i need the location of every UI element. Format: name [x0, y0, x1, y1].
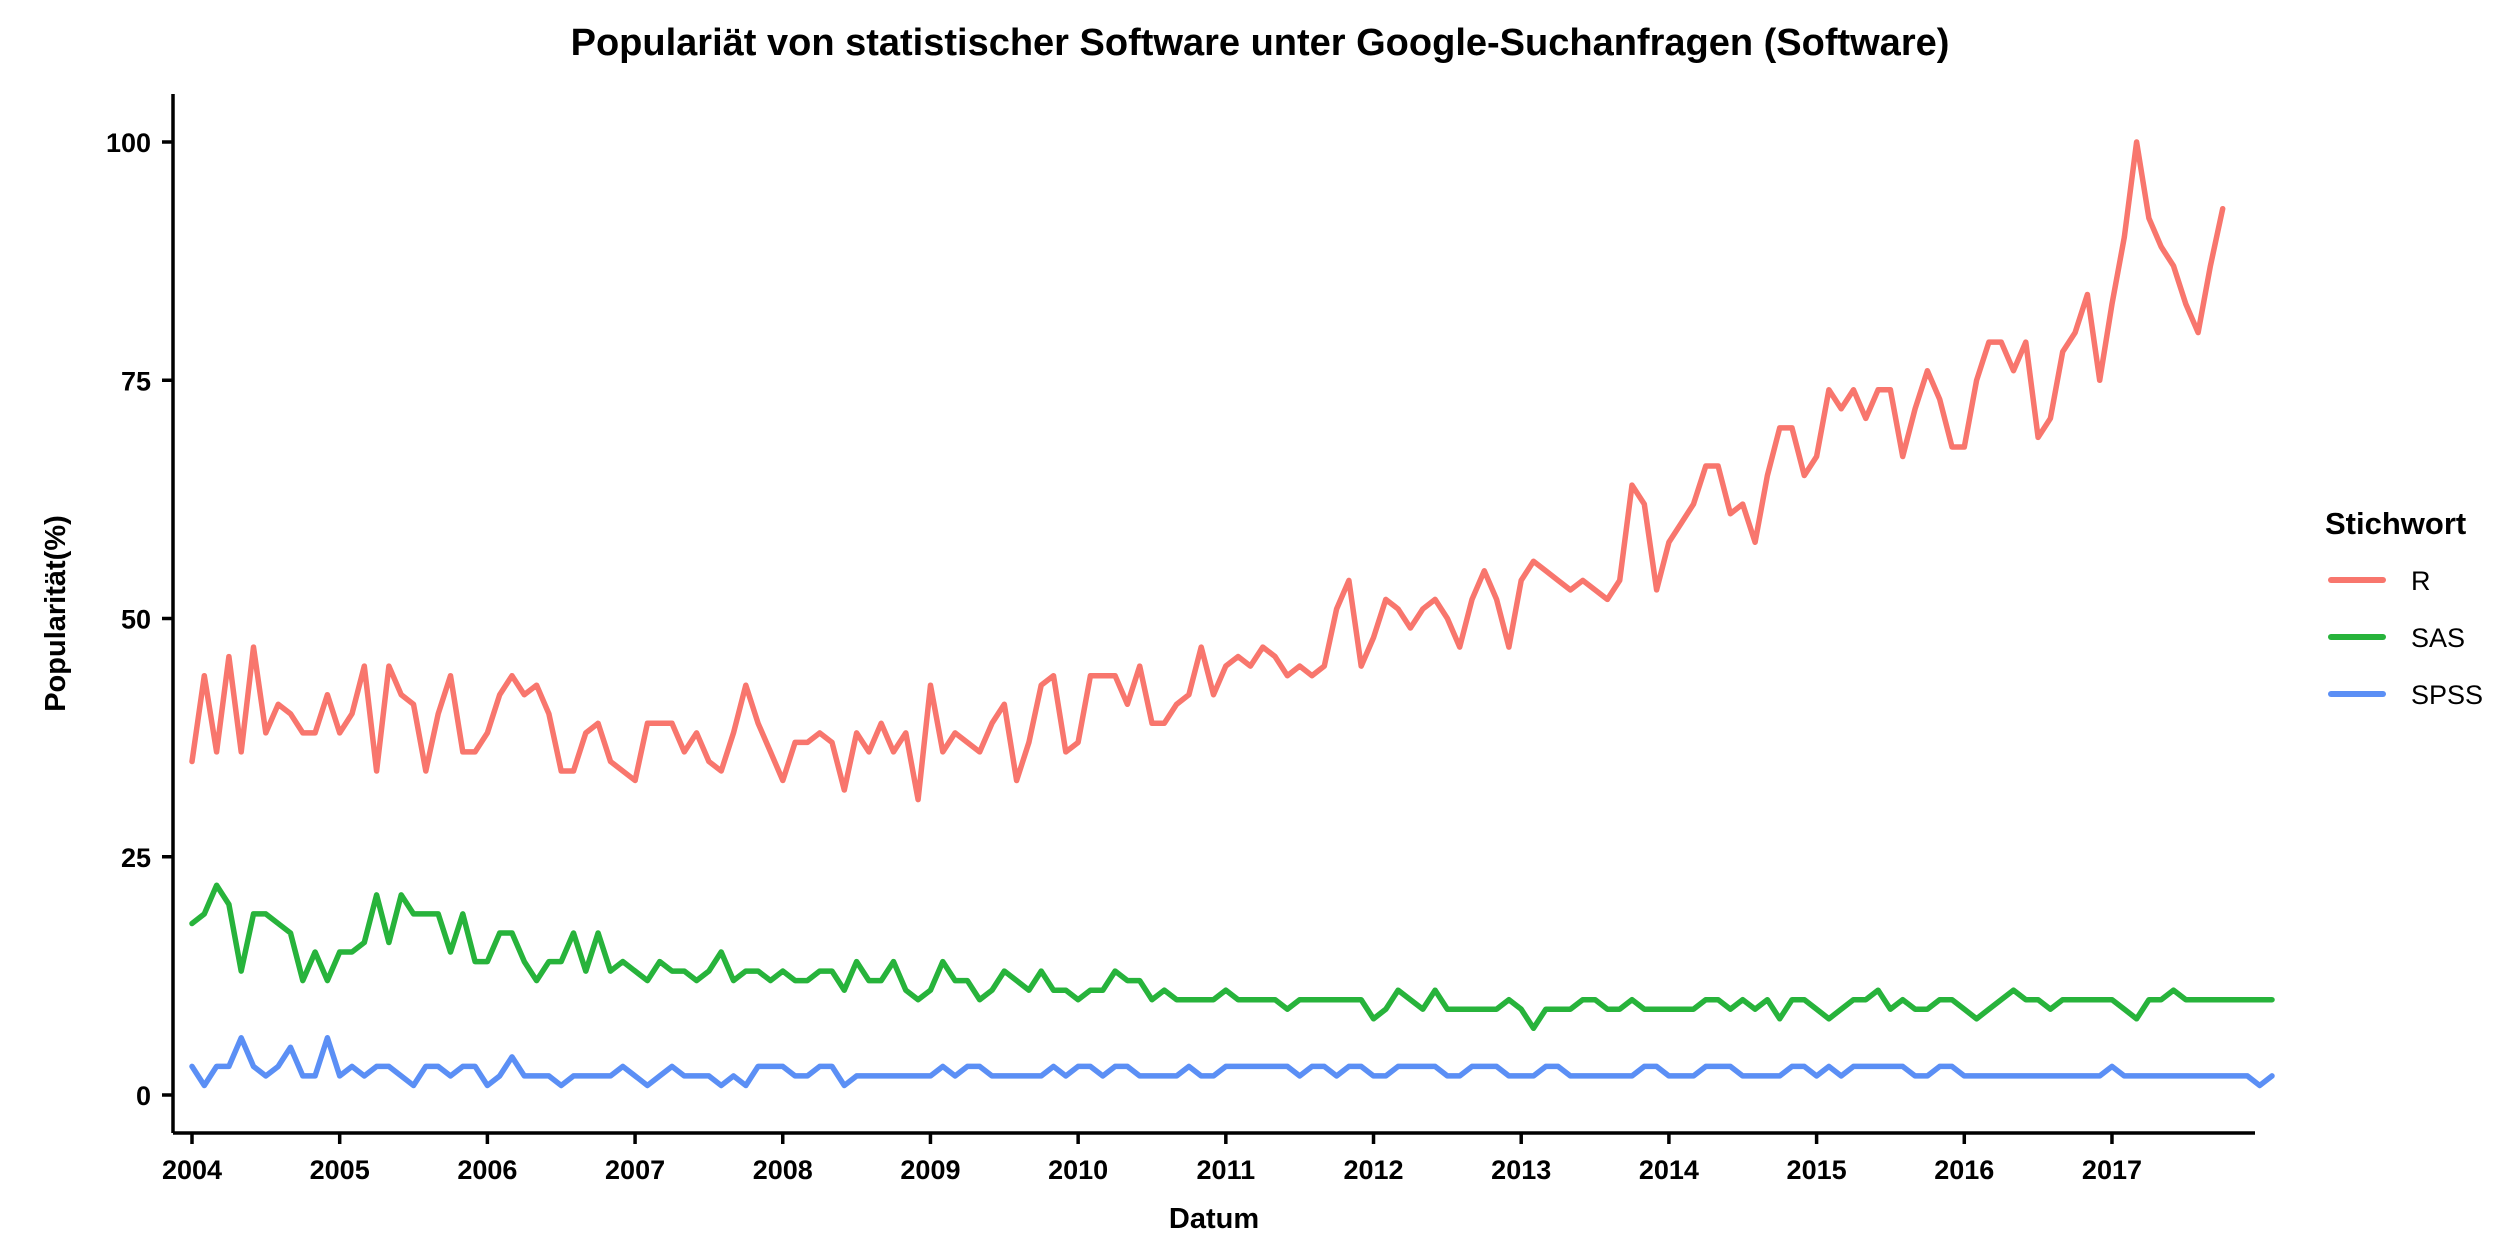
x-tick-label: 2013 [1491, 1155, 1551, 1185]
series-line-r [189, 139, 2226, 803]
x-tick-label: 2010 [1048, 1155, 1108, 1185]
x-axis-title: Datum [1169, 1203, 1259, 1235]
x-tick-label: 2011 [1197, 1155, 1256, 1185]
legend-title: Stichwort [2325, 506, 2466, 541]
x-tick-label: 2009 [900, 1155, 960, 1185]
y-tick-label: 0 [136, 1081, 151, 1111]
series-line-spss [189, 1035, 2275, 1089]
x-tick-label: 2014 [1639, 1155, 1699, 1185]
chart-title: Populariät von statistischer Software un… [570, 22, 1950, 64]
legend-label-spss: SPSS [2411, 680, 2483, 710]
y-axis-title: Popularität(%) [40, 515, 72, 712]
series-line-sas [189, 882, 2275, 1032]
y-tick-label: 100 [106, 128, 151, 158]
x-tick-label: 2008 [753, 1155, 813, 1185]
legend: Stichwort R SAS SPSS [2325, 506, 2483, 710]
x-tick-label: 2006 [457, 1155, 517, 1185]
x-tick-label: 2017 [2082, 1155, 2142, 1185]
y-tick-label: 25 [121, 843, 151, 873]
axes: 0 25 50 75 100 2004 2005 2006 2007 2008 2009 2010 20… [40, 94, 2255, 1235]
x-tick-label: 2004 [162, 1155, 222, 1185]
y-tick-label: 50 [121, 605, 151, 635]
x-tick-label: 2005 [310, 1155, 370, 1185]
x-tick-label: 2015 [1787, 1155, 1847, 1185]
x-tick-label: 2007 [605, 1155, 665, 1185]
x-tick-label: 2012 [1343, 1155, 1403, 1185]
series-lines [189, 139, 2275, 1089]
legend-label-r: R [2411, 566, 2431, 596]
y-tick-label: 75 [121, 366, 151, 396]
legend-label-sas: SAS [2411, 623, 2465, 653]
x-tick-label: 2016 [1934, 1155, 1994, 1185]
